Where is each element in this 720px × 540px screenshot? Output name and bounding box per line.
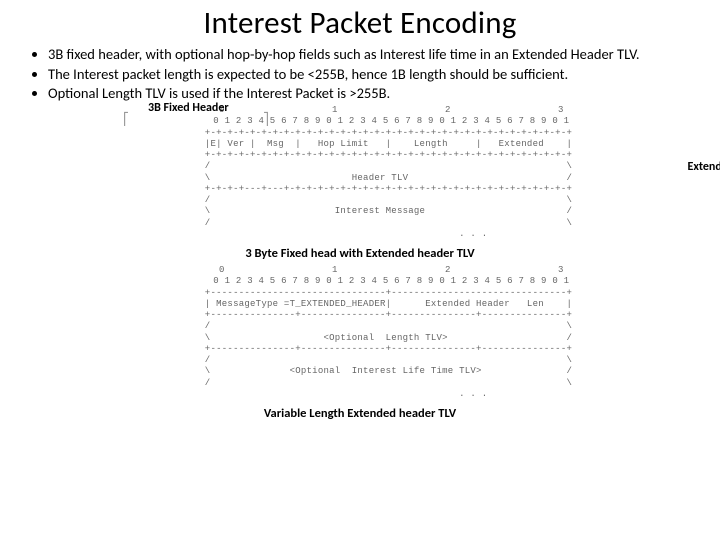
ascii-line: | MessageType =T_EXTENDED_HEADER| Extend… [188,299,572,309]
ascii-line: |E| Ver | Msg | Hop Limit | Length | Ext… [188,139,572,149]
ascii-line: \ Interest Message / [188,206,572,216]
ascii-line: +-+-+-+-+-+-+-+-+-+-+-+-+-+-+-+-+-+-+-+-… [188,128,572,138]
caption-1: 3 Byte Fixed head with Extended header T… [18,246,702,261]
ascii-line: +-+-+-+-+-+-+-+-+-+-+-+-+-+-+-+-+-+-+-+-… [188,150,572,160]
ascii-line: / \ [188,378,572,388]
ascii-diagram-2: 0 1 2 3 0 1 2 3 4 5 6 7 8 9 0 1 2 3 4 5 … [78,265,682,400]
page-title: Interest Packet Encoding [18,4,702,42]
ascii-line: \ Header TLV / [188,173,572,183]
annotation-fixed-header: 3B Fixed Header [148,101,229,115]
ascii-line: +---------------+---------------+-------… [188,344,572,354]
ascii-line: . . . [273,389,488,399]
ascii-line: +-------------------------------+-------… [188,288,572,298]
ascii-line: 0 1 2 3 4 5 6 7 8 9 0 1 2 3 4 5 6 7 8 9 … [191,116,570,126]
bullet-item: Optional Length TLV is used if the Inter… [48,85,702,103]
ascii-line: 0 1 2 3 [196,105,563,115]
ascii-line: / \ [188,218,572,228]
ascii-line: / \ [188,161,572,171]
bullet-item: The Interest packet length is expected t… [48,66,702,84]
slide: Interest Packet Encoding 3B fixed header… [0,0,720,540]
ascii-line: \ <Optional Interest Life Time TLV> / [188,366,572,376]
ascii-line: . . . [273,229,488,239]
ascii-line: 0 1 2 3 [196,265,563,275]
ascii-line: \ <Optional Length TLV> / [188,333,572,343]
ascii-line: / \ [188,355,572,365]
bullet-list: 3B fixed header, with optional hop-by-ho… [18,46,702,103]
ascii-line: / \ [188,195,572,205]
ascii-diagram-1: 0 1 2 3 0 1 2 3 4 5 6 7 8 9 0 1 2 3 4 5 … [78,105,682,240]
annotation-extended-tlv: Extended header TLV [687,160,720,174]
ascii-line: +-+-+-+---+---+-+-+-+-+-+-+-+-+-+-+-+-+-… [188,184,572,194]
brace-icon: ⎡ [123,112,129,127]
brace-icon: ⎤ [263,112,269,127]
diagram-2-container: 0 1 2 3 0 1 2 3 4 5 6 7 8 9 0 1 2 3 4 5 … [78,265,682,400]
caption-2: Variable Length Extended header TLV [18,406,702,421]
ascii-line: / \ [188,321,572,331]
bullet-item: 3B fixed header, with optional hop-by-ho… [48,46,702,64]
ascii-line: 0 1 2 3 4 5 6 7 8 9 0 1 2 3 4 5 6 7 8 9 … [191,276,570,286]
ascii-line: +---------------+---------------+-------… [188,310,572,320]
diagram-1-container: 3B Fixed Header ⎡ ⎤ 0 1 2 3 0 1 2 3 4 5 … [78,105,682,240]
